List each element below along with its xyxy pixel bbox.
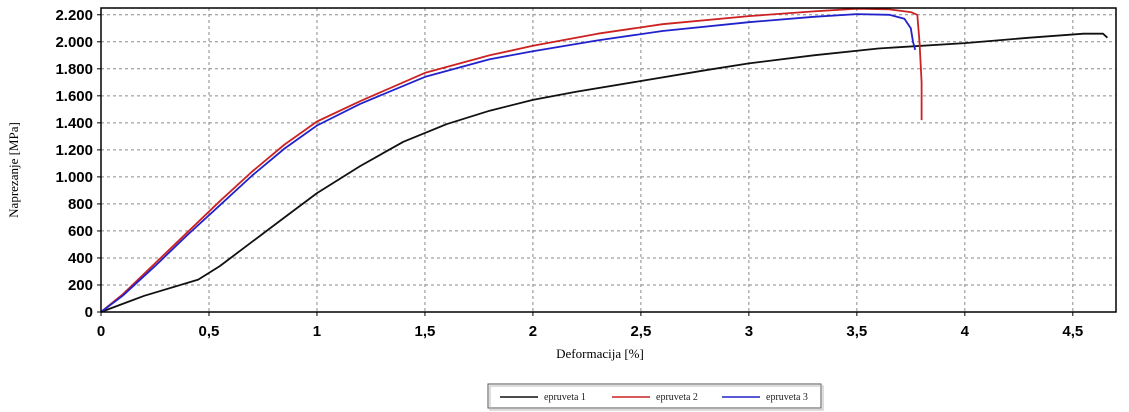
x-tick-label: 0,5	[199, 323, 220, 340]
y-tick-label: 1.000	[55, 169, 93, 186]
y-tick-label: 2.200	[55, 7, 93, 24]
x-tick-label: 3	[745, 323, 753, 340]
plot-frame	[100, 7, 1117, 313]
y-tick-label: 600	[68, 223, 93, 240]
y-tick-label: 800	[68, 196, 93, 213]
y-axis-label: Naprezanje [MPa]	[6, 122, 21, 218]
y-tick-label: 2.000	[55, 34, 93, 51]
y-tick-label: 1.400	[55, 115, 93, 132]
x-tick-label: 2	[529, 323, 537, 340]
x-tick-label: 1,5	[415, 323, 436, 340]
y-tick-label: 200	[68, 277, 93, 294]
x-axis-ticks: 0 0,5 1 1,5 2 2,5 3 3,5 4 4,5	[97, 312, 1083, 340]
y-tick-label: 400	[68, 250, 93, 267]
series-lines	[100, 7, 1109, 313]
x-tick-label: 0	[97, 323, 105, 340]
legend-label-1: epruveta 1	[544, 392, 586, 403]
series-line-3	[100, 13, 917, 313]
y-tick-label: 1.800	[55, 61, 93, 78]
x-axis-label: Deformacija [%]	[556, 346, 644, 361]
x-tick-label: 3,5	[846, 323, 867, 340]
x-tick-label: 4	[961, 323, 970, 340]
grid	[101, 8, 1116, 312]
x-tick-label: 4,5	[1062, 323, 1083, 340]
legend-box	[487, 383, 822, 409]
legend: epruveta 1 epruveta 2 epruveta 3	[487, 383, 824, 411]
legend-label-2: epruveta 2	[656, 392, 698, 403]
y-tick-label: 0	[85, 304, 93, 321]
legend-shadow	[489, 385, 824, 411]
y-axis-ticks: 0 200 400 600 800 1.000 1.200 1.400 1.600 1.800 2.…	[55, 7, 101, 321]
y-tick-label: 1.200	[55, 142, 93, 159]
y-tick-label: 1.600	[55, 88, 93, 105]
series-line-1	[100, 32, 1109, 313]
series-line-2	[100, 7, 923, 313]
x-tick-label: 1	[313, 323, 321, 340]
legend-label-3: epruveta 3	[766, 392, 808, 403]
plot-background	[101, 8, 1116, 312]
x-tick-label: 2,5	[630, 323, 651, 340]
